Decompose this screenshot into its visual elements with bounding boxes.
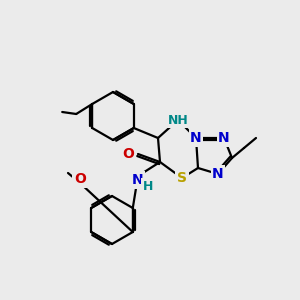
Text: N: N (212, 167, 224, 181)
Text: N: N (218, 131, 230, 145)
Text: N: N (190, 131, 202, 145)
Text: H: H (143, 179, 153, 193)
Text: O: O (74, 172, 86, 186)
Text: S: S (177, 171, 187, 185)
Text: NH: NH (168, 113, 188, 127)
Text: O: O (122, 147, 134, 161)
Text: N: N (132, 173, 144, 187)
